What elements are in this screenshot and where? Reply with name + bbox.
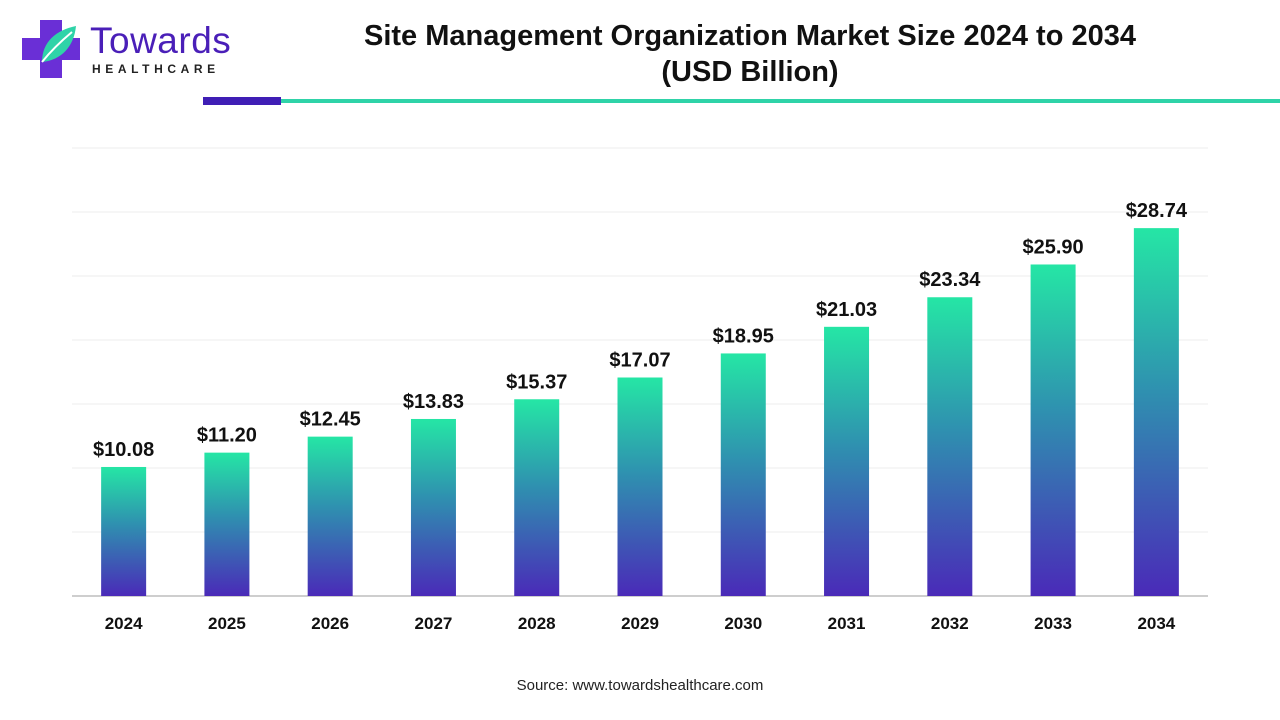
data-label-2033: $25.90	[1023, 236, 1084, 258]
x-tick-2028: 2028	[518, 614, 556, 633]
data-label-2034: $28.74	[1126, 200, 1188, 222]
x-tick-2032: 2032	[931, 614, 969, 633]
bar-2032	[927, 297, 973, 596]
x-tick-2030: 2030	[724, 614, 762, 633]
bar-2024	[101, 466, 147, 596]
chart-title-line1: Site Management Organization Market Size…	[364, 20, 1136, 52]
bar-2029	[617, 377, 663, 596]
data-label-2030: $18.95	[713, 325, 774, 347]
data-label-2031: $21.03	[816, 299, 877, 321]
data-label-2028: $15.37	[506, 371, 567, 393]
logo-cross-icon	[22, 20, 80, 78]
data-label-2026: $12.45	[300, 409, 361, 431]
header-accent-teal	[281, 99, 1280, 103]
data-label-2025: $11.20	[197, 425, 257, 447]
data-label-2029: $17.07	[609, 350, 670, 372]
header-accent-purple	[203, 97, 281, 105]
x-tick-2026: 2026	[311, 614, 349, 633]
chart-title-line2: (USD Billion)	[661, 56, 839, 88]
x-tick-2025: 2025	[208, 614, 246, 633]
source-note: Source: www.towardshealthcare.com	[516, 677, 764, 694]
bar-2026	[307, 436, 353, 596]
chart-title: Site Management Organization Market Size…	[300, 18, 1200, 90]
x-tick-2027: 2027	[415, 614, 453, 633]
data-label-2027: $13.83	[403, 391, 464, 413]
bars	[101, 228, 1179, 597]
x-tick-2029: 2029	[621, 614, 659, 633]
bar-2028	[514, 399, 560, 596]
x-tick-labels: 2024 2025 2026 2027 2028 2029 2030 2031 2032 2033…	[105, 614, 1176, 633]
bar-2034	[1133, 228, 1179, 597]
bar-2030	[720, 353, 766, 596]
x-tick-2033: 2033	[1034, 614, 1072, 633]
logo-subtitle: HEALTHCARE	[92, 62, 220, 76]
x-tick-2024: 2024	[105, 614, 143, 633]
data-label-2032: $23.34	[919, 269, 981, 291]
bar-2027	[410, 418, 456, 596]
bar-2031	[824, 326, 870, 596]
data-label-2024: $10.08	[93, 439, 154, 461]
logo: Towards HEALTHCARE	[20, 18, 235, 80]
bar-2033	[1030, 264, 1076, 596]
x-tick-2034: 2034	[1137, 614, 1175, 633]
x-tick-2031: 2031	[828, 614, 866, 633]
data-labels: $10.08 $11.20 $12.45 $13.83 $15.37 $17.07 $18.…	[93, 200, 1188, 461]
logo-wordmark: Towards	[90, 20, 232, 61]
bar-2025	[204, 452, 250, 596]
